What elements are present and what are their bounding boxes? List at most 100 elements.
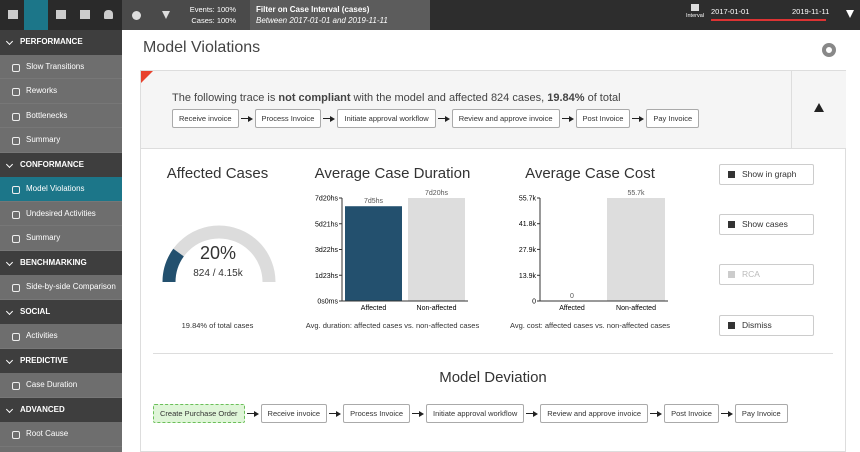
nav-item[interactable]: Slow Transitions: [0, 55, 122, 79]
nav-item[interactable]: Summary: [0, 128, 122, 153]
cases: Cases: 100%: [191, 16, 236, 25]
step: Pay Invoice: [734, 404, 788, 423]
nav-item[interactable]: Side-by-side Comparison: [0, 275, 122, 300]
interval-slider[interactable]: [711, 19, 826, 21]
icon[interactable]: [80, 10, 90, 19]
y-tick-label: 55.7k: [519, 196, 537, 203]
nav-item[interactable]: Reworks: [0, 79, 122, 104]
collapse[interactable]: [791, 71, 846, 149]
icon[interactable]: [104, 10, 113, 19]
nav-item[interactable]: Undesired Activities: [0, 202, 122, 226]
duration-caption: Avg. duration: affected cases vs. non-af…: [305, 321, 480, 330]
nav-item[interactable]: Model Violations: [0, 177, 122, 202]
gauge-label: 20%: [199, 243, 237, 263]
section-header[interactable]: PREDICTIVE: [0, 348, 122, 373]
step: Review and approve invoice: [540, 404, 649, 423]
filter-subtitle: Between 2017-01-01 and 2019-11-11: [256, 16, 388, 25]
section-header[interactable]: PERFORMANCE: [0, 30, 122, 55]
step: Pay Invoice: [646, 109, 700, 128]
page-title: Model Violations: [143, 39, 261, 56]
cost-title: Average Case Cost: [525, 165, 655, 182]
top-bar: Events: 100% Cases: 100% Filter on Case …: [0, 0, 860, 30]
arrow: [437, 115, 451, 123]
trace-text-part: The following trace is: [172, 92, 279, 104]
trace-text-part: 19.84%: [547, 92, 585, 104]
cost-chart: 0 13.9k 27.9k 41.8k 55.7k 0 Affected 55.7k Non-a…: [519, 190, 668, 312]
nav-icons: [0, 0, 122, 30]
y-tick-label: 27.9k: [519, 247, 537, 254]
button[interactable]: Show cases: [719, 214, 814, 235]
trace-text: The following trace is not compliant wit…: [172, 92, 621, 104]
y-tick-label: 7d20hs: [315, 196, 338, 203]
filter-summary[interactable]: Events: 100% Cases: 100%: [122, 0, 250, 30]
y-tick-label: 13.9k: [519, 273, 537, 280]
icon[interactable]: [56, 10, 66, 19]
gauge-value: [162, 248, 184, 283]
x-tick-label: Affected: [361, 305, 387, 312]
value-label: 0: [570, 293, 574, 300]
settings[interactable]: [822, 43, 836, 57]
nav-item[interactable]: Activities: [0, 324, 122, 349]
interval-end: 2019-11-11: [792, 7, 830, 16]
value-label: 55.7k: [627, 190, 645, 197]
step: Create Purchase Order: [153, 404, 245, 423]
divider: [153, 353, 833, 354]
icon: [162, 11, 170, 19]
interval[interactable]: Interval: [683, 4, 707, 19]
step: Post Invoice: [664, 404, 719, 423]
icon[interactable]: [8, 10, 18, 19]
trace-text-part: of total: [584, 92, 621, 104]
deviation-title: Model Deviation: [439, 369, 547, 386]
nav-item[interactable]: Summary: [0, 226, 122, 251]
arrow: [649, 410, 663, 418]
icon-active[interactable]: [24, 0, 48, 30]
arrow: [631, 115, 645, 123]
section-header[interactable]: CONFORMANCE: [0, 152, 122, 177]
arrow: [246, 410, 260, 418]
section-header[interactable]: BENCHMARKING: [0, 250, 122, 275]
x-tick-label: Affected: [559, 305, 585, 312]
arrow: [525, 410, 539, 418]
y-tick-label: 3d22hs: [315, 247, 338, 254]
section-header[interactable]: SOCIAL: [0, 299, 122, 324]
arrow: [561, 115, 575, 123]
arrow: [720, 410, 734, 418]
trace-steps: Receive invoice Process Invoice Initiate a…: [172, 109, 700, 128]
interval-label: Interval: [685, 13, 705, 19]
y-tick-label: 0: [532, 299, 536, 306]
icon: [132, 11, 141, 20]
step: Initiate approval workflow: [337, 109, 436, 128]
trace-text-part: not compliant: [278, 92, 351, 104]
y-tick-label: 5d21hs: [315, 221, 338, 228]
nav-item[interactable]: Bottlenecks: [0, 104, 122, 128]
cost-caption: Avg. cost: affected cases vs. non-affect…: [509, 321, 671, 330]
bar: [408, 198, 465, 301]
button[interactable]: Dismiss: [719, 315, 814, 336]
nav-item[interactable]: Root Cause: [0, 422, 122, 447]
filter-box[interactable]: Filter on Case Interval (cases) Between …: [250, 0, 430, 30]
events: Events: 100%: [189, 5, 236, 14]
value-label: 7d20hs: [425, 190, 448, 197]
affected-title: Affected Cases: [166, 165, 269, 182]
x-tick-label: Non-affected: [616, 305, 656, 312]
bar: [607, 198, 665, 301]
button[interactable]: Show in graph: [719, 164, 814, 185]
step: Process Invoice: [254, 109, 322, 128]
nav-item[interactable]: Case Duration: [0, 373, 122, 398]
download[interactable]: [846, 10, 854, 18]
arrow: [411, 410, 425, 418]
arrow: [322, 115, 336, 123]
affected-caption: 19.84% of total cases: [181, 321, 254, 330]
section-header[interactable]: ADVANCED: [0, 397, 122, 422]
step: Initiate approval workflow: [426, 404, 525, 423]
bar: [345, 206, 402, 301]
y-tick-label: 41.8k: [519, 221, 537, 228]
button[interactable]: RCA: [719, 264, 814, 285]
step: Review and approve invoice: [451, 109, 560, 128]
duration-title: Average Case Duration: [314, 165, 471, 182]
step: Post Invoice: [575, 109, 631, 128]
arrow: [328, 410, 342, 418]
x-tick-label: Non-affected: [417, 305, 457, 312]
gauge: [162, 225, 276, 283]
